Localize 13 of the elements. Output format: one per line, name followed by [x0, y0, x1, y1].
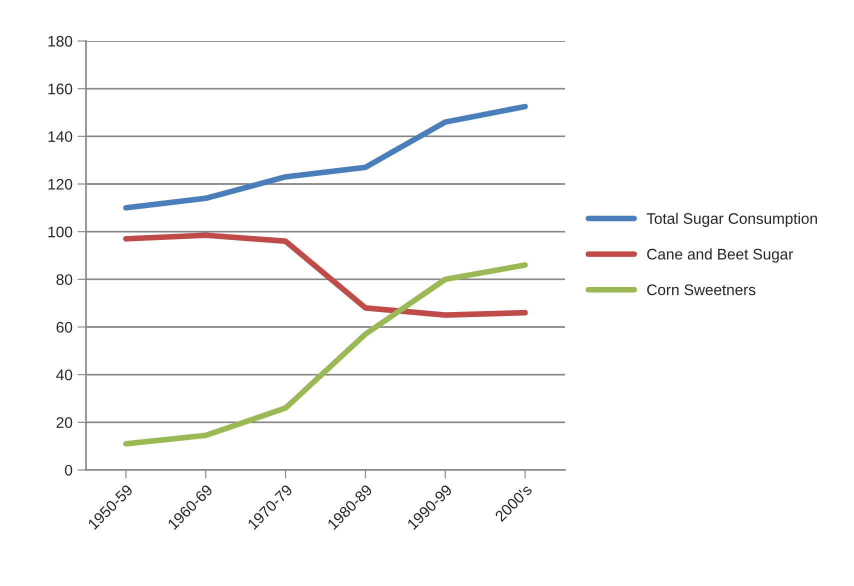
y-tick-label: 20: [56, 417, 72, 428]
y-tick-label: 60: [56, 322, 72, 333]
y-tick-label: 160: [48, 84, 72, 94]
y-tick-label: 180: [48, 36, 72, 47]
legend-label: Total Sugar Consumption: [646, 212, 817, 227]
legend-label: Corn Sweetners: [647, 284, 756, 296]
legend-label: Cane and Beet Sugar: [647, 248, 794, 263]
y-tick-label: 80: [56, 274, 72, 286]
y-tick-label: 100: [48, 226, 72, 238]
y-tick-label: 40: [56, 370, 72, 380]
y-tick-label: 120: [48, 178, 72, 190]
y-tick-label: 0: [64, 464, 72, 476]
y-tick-label: 140: [48, 131, 72, 142]
